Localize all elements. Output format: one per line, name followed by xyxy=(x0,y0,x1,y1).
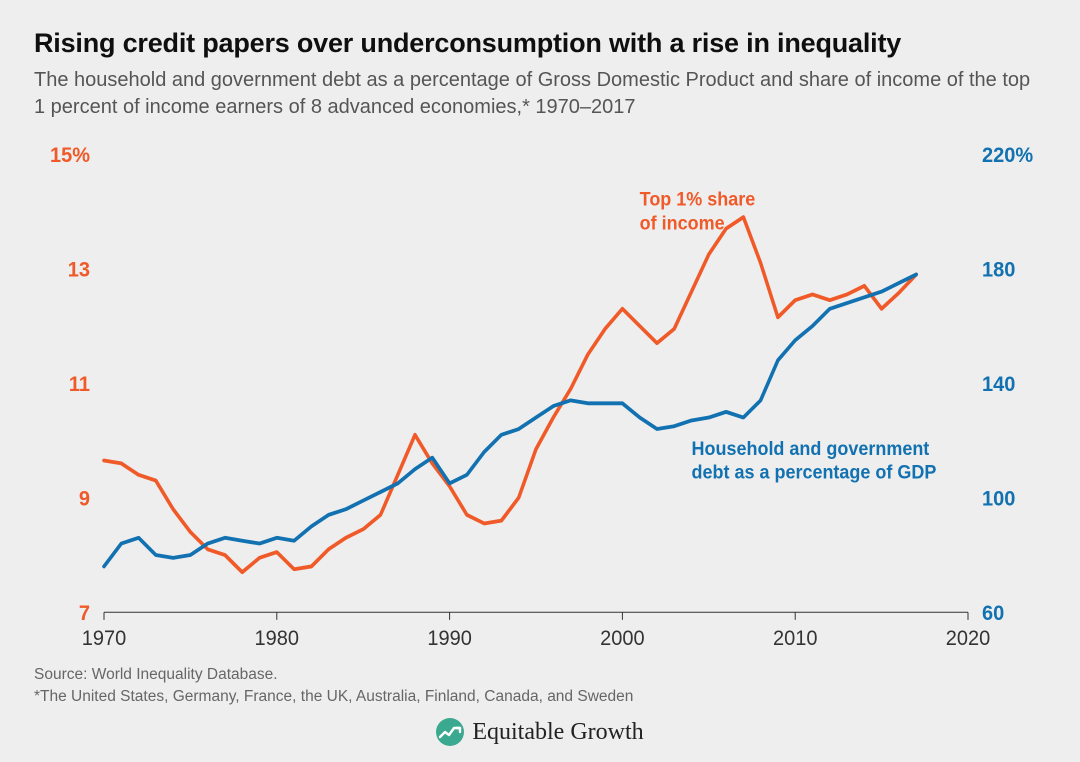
brand-name: Equitable Growth xyxy=(472,719,643,746)
x-tick-label: 2010 xyxy=(773,626,817,650)
y-right-tick-label: 100 xyxy=(982,487,1015,511)
y-left-tick-label: 7 xyxy=(79,601,90,625)
chart-subtitle: The household and government debt as a p… xyxy=(34,67,1034,121)
chart-container: Rising credit papers over underconsumpti… xyxy=(0,0,1080,762)
series-label-debt_pct_gdp: debt as a percentage of GDP xyxy=(692,461,937,483)
series-label-debt_pct_gdp: Household and government xyxy=(692,437,930,459)
y-left-tick-label: 15% xyxy=(50,143,90,167)
footnote-text: *The United States, Germany, France, the… xyxy=(34,688,1046,706)
y-left-tick-label: 11 xyxy=(69,372,91,396)
y-left-tick-label: 9 xyxy=(79,487,90,511)
y-right-tick-label: 140 xyxy=(982,372,1015,396)
x-tick-label: 2020 xyxy=(946,626,990,650)
series-line-debt_pct_gdp xyxy=(104,274,916,566)
y-right-tick-label: 60 xyxy=(982,601,1004,625)
series-line-top1_share xyxy=(104,217,916,572)
y-left-tick-label: 13 xyxy=(68,258,90,282)
x-tick-label: 1970 xyxy=(82,626,126,650)
brand-footer: Equitable Growth xyxy=(34,718,1046,746)
x-tick-label: 1980 xyxy=(255,626,299,650)
source-text: Source: World Inequality Database. xyxy=(34,666,1046,684)
chart-title: Rising credit papers over underconsumpti… xyxy=(34,28,1046,59)
series-label-top1_share: Top 1% share xyxy=(640,188,756,210)
chart-plot-area: 1970 1980 1990 2000 2010 2020 7 9 11 13 15% 60 100 14… xyxy=(34,139,1046,660)
brand-logo-icon xyxy=(436,718,464,746)
x-tick-label: 1990 xyxy=(427,626,471,650)
y-right-tick-label: 180 xyxy=(982,258,1015,282)
y-right-tick-label: 220% xyxy=(982,143,1033,167)
chart-svg: 1970 1980 1990 2000 2010 2020 7 9 11 13 15% 60 100 14… xyxy=(34,139,1046,660)
series-label-top1_share: of income xyxy=(640,212,725,234)
x-tick-label: 2000 xyxy=(600,626,644,650)
